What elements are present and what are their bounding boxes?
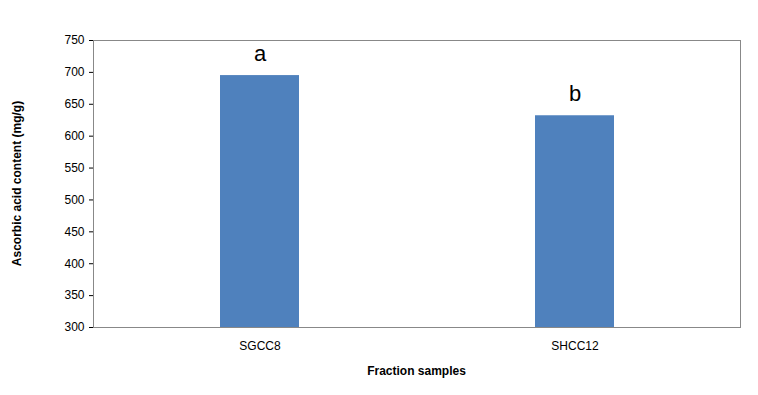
svg-text:500: 500 <box>64 193 84 207</box>
svg-text:750: 750 <box>64 33 84 47</box>
svg-text:Fraction samples: Fraction samples <box>367 364 466 378</box>
svg-text:450: 450 <box>64 225 84 239</box>
svg-text:600: 600 <box>64 129 84 143</box>
svg-text:300: 300 <box>64 320 84 334</box>
svg-text:350: 350 <box>64 288 84 302</box>
svg-text:b: b <box>569 81 581 106</box>
svg-text:SHCC12: SHCC12 <box>551 339 599 353</box>
svg-text:550: 550 <box>64 161 84 175</box>
svg-text:700: 700 <box>64 65 84 79</box>
svg-text:Ascorbic acid content (mg/g): Ascorbic acid content (mg/g) <box>10 101 24 266</box>
svg-text:400: 400 <box>64 257 84 271</box>
svg-text:a: a <box>254 41 267 66</box>
svg-text:650: 650 <box>64 97 84 111</box>
svg-text:SGCC8: SGCC8 <box>239 339 281 353</box>
